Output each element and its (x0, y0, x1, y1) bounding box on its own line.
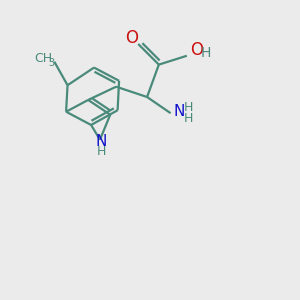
Text: CH: CH (35, 52, 53, 65)
Text: 3: 3 (48, 58, 54, 68)
Text: H: H (184, 112, 193, 125)
Text: H: H (97, 145, 106, 158)
Text: N: N (174, 104, 185, 119)
Text: O: O (190, 41, 203, 59)
Text: N: N (96, 134, 107, 149)
Text: H: H (184, 101, 193, 114)
Text: O: O (125, 28, 138, 46)
Text: H: H (201, 46, 211, 60)
